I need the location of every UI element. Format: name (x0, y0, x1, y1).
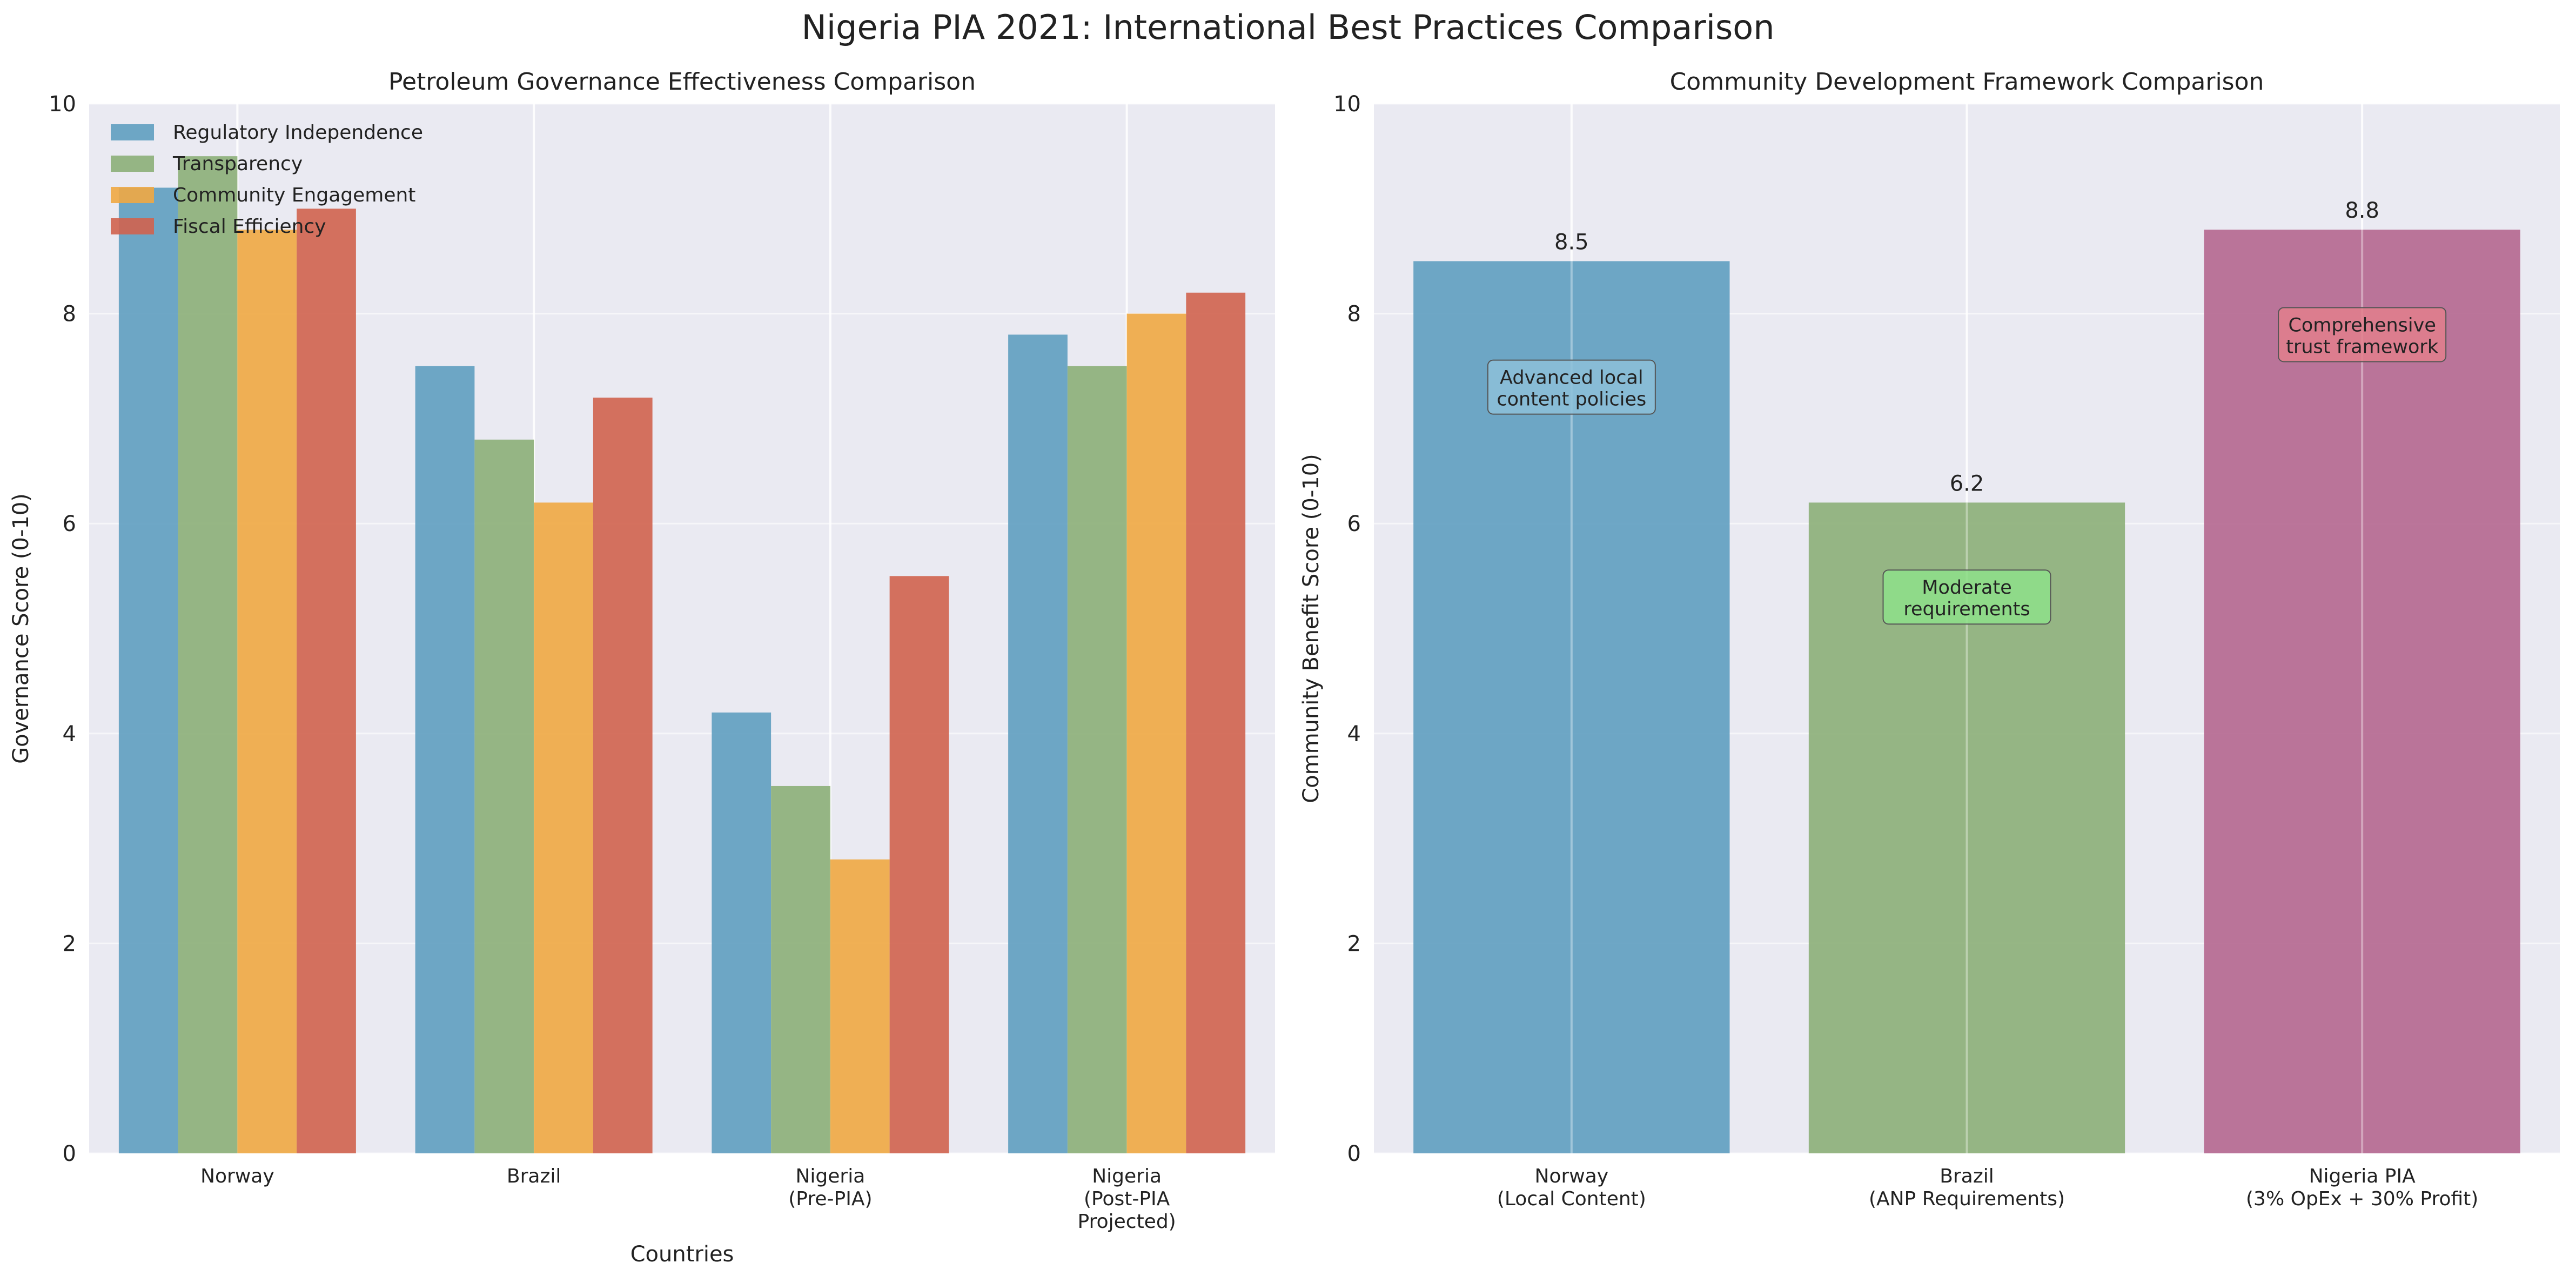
y-tick-label: 4 (63, 722, 76, 747)
y-tick-label: 8 (1347, 302, 1361, 327)
value-label: 6.2 (1950, 471, 1984, 496)
governance-chart: 0 2 4 6 8 10 Petroleum Governance Effectivenes… (9, 68, 1275, 1267)
value-label: 8.5 (1554, 230, 1589, 254)
legend-label: Regulatory Independence (173, 122, 423, 144)
chart-title: Petroleum Governance Effectiveness Compa… (388, 68, 976, 96)
annotation-text: Advanced local content policies (1497, 367, 1646, 411)
value-label: 8.8 (2345, 198, 2379, 223)
bar-3-4 (1126, 313, 1186, 1153)
y-tick-label: 10 (49, 92, 76, 117)
y-tick-label: 2 (63, 931, 76, 956)
y-tick-label: 4 (1347, 722, 1361, 747)
y-tick-label: 0 (63, 1141, 76, 1166)
y-axis-label: Governance Score (0-10) (9, 493, 33, 764)
x-tick-label: Brazil (ANP Requirements) (1869, 1165, 2065, 1210)
y-tick-label: 10 (1333, 92, 1361, 117)
x-tick-label: Nigeria (Post-PIA Projected) (1078, 1165, 1176, 1233)
y-tick-label: 8 (63, 302, 76, 327)
legend-swatch (111, 156, 154, 172)
y-tick-label: 6 (63, 512, 76, 536)
legend-label: Fiscal Efficiency (173, 216, 326, 238)
x-axis-label: Countries (630, 1242, 734, 1267)
bar-4-3 (889, 576, 949, 1153)
y-tick-label: 2 (1347, 931, 1361, 956)
y-tick-label: 6 (1347, 512, 1361, 536)
x-tick-label: Nigeria PIA (3% OpEx + 30% Profit) (2246, 1165, 2478, 1210)
bar-4-4 (1186, 292, 1246, 1153)
figure-title: Nigeria PIA 2021: International Best Pra… (801, 8, 1775, 47)
bar-1-3 (712, 712, 772, 1153)
community-chart: 0 2 4 6 8 10 Community Development Framework C… (1299, 68, 2560, 1210)
bar-3 (2204, 230, 2520, 1153)
bar-2-4 (1067, 366, 1127, 1153)
y-axis-label: Community Benefit Score (0-10) (1299, 454, 1324, 803)
bar-2-1 (178, 156, 238, 1153)
annotation-box (1882, 569, 2051, 625)
legend-label: Community Engagement (173, 184, 415, 206)
legend-swatch (111, 124, 154, 140)
annotation-text: Moderate requirements (1903, 577, 2030, 620)
legend-label: Transparency (172, 153, 303, 175)
bar-3-2 (534, 502, 593, 1153)
bar-4-1 (297, 209, 356, 1153)
x-tick-label: Brazil (507, 1165, 561, 1187)
bar-1-4 (1008, 334, 1068, 1154)
annotation-box (1487, 359, 1656, 415)
bar-1-2 (415, 366, 475, 1153)
bar-3-1 (237, 230, 297, 1153)
annotation-box (2278, 307, 2447, 362)
bar-1-1 (118, 187, 178, 1154)
x-tick-label: Norway (200, 1165, 274, 1187)
legend-swatch (111, 218, 154, 234)
bar-3-3 (830, 859, 890, 1153)
chart-title: Community Development Framework Comparis… (1670, 68, 2264, 96)
bar-2-2 (474, 439, 534, 1153)
legend-swatch (111, 187, 154, 203)
y-tick-label: 0 (1347, 1141, 1361, 1166)
x-tick-label: Nigeria (Pre-PIA) (788, 1165, 872, 1210)
x-tick-label: Norway (Local Content) (1497, 1165, 1646, 1210)
bar-4-2 (593, 398, 653, 1153)
bar-2-3 (771, 785, 830, 1153)
annotation-text: Comprehensive trust framework (2286, 314, 2439, 358)
